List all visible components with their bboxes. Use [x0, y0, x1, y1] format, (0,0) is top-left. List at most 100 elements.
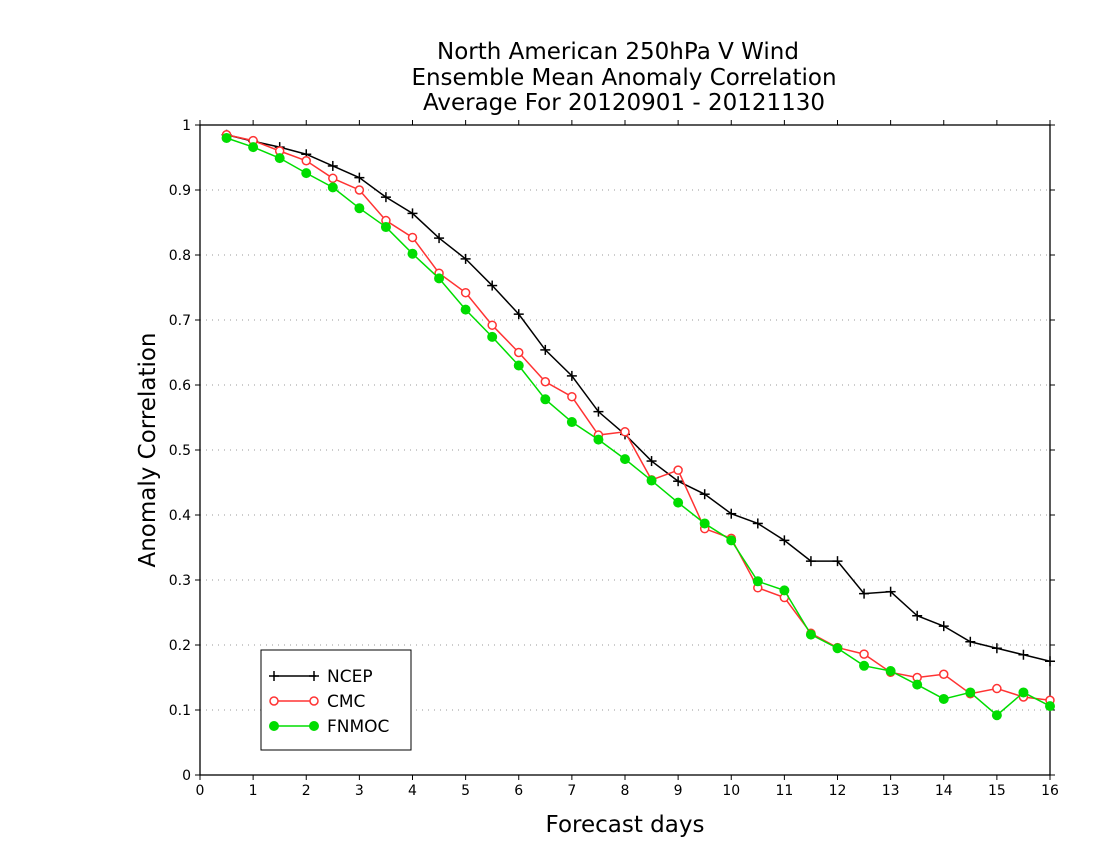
data-point-ncep-27: [938, 621, 949, 632]
data-point-fnmoc-9: [460, 304, 471, 315]
legend-item-cmc: CMC: [269, 692, 365, 712]
data-point-fnmoc-4: [327, 182, 338, 193]
x-axis-label: Forecast days: [546, 812, 705, 838]
x-tick-label-3: 3: [355, 783, 364, 799]
data-point-ncep-12: [540, 344, 551, 355]
data-point-fnmoc-8: [434, 273, 445, 284]
data-point-ncep-13: [566, 370, 577, 381]
data-point-fnmoc-31: [1045, 701, 1055, 712]
title-line-2: Ensemble Mean Anomaly Correlation: [411, 65, 836, 91]
legend-label-ncep: NCEP: [327, 667, 373, 687]
y-tick-label-1: 0.1: [169, 703, 191, 719]
data-point-fnmoc-16: [646, 475, 657, 486]
y-tick-label-4: 0.4: [169, 508, 191, 524]
data-point-fnmoc-7: [407, 248, 418, 259]
data-point-cmc-4: [328, 173, 338, 184]
x-tick-label-8: 8: [621, 783, 630, 799]
title-line-1: North American 250hPa V Wind: [437, 39, 799, 65]
legend-marker-left-cmc: [269, 696, 279, 706]
data-point-fnmoc-11: [513, 360, 524, 371]
data-point-fnmoc-1: [248, 142, 259, 153]
data-point-ncep-7: [407, 208, 418, 219]
legend-marker-right-fnmoc: [309, 721, 319, 731]
data-point-ncep-26: [912, 610, 923, 621]
data-point-cmc-5: [354, 185, 365, 195]
title-line-3: Average For 20120901 - 20121130: [423, 90, 825, 116]
x-tick-label-11: 11: [775, 783, 793, 799]
x-tick-label-1: 1: [249, 783, 258, 799]
data-point-ncep-31: [1045, 656, 1055, 667]
x-tick-label-6: 6: [514, 783, 523, 799]
legend: NCEP CMC FNMOC: [260, 649, 412, 751]
data-point-fnmoc-2: [274, 153, 285, 164]
y-tick-label-6: 0.6: [169, 378, 191, 394]
data-point-fnmoc-23: [832, 643, 843, 654]
x-tick-label-4: 4: [408, 783, 417, 799]
data-point-cmc-17: [673, 465, 683, 475]
data-point-ncep-30: [1018, 649, 1029, 660]
y-tick-label-10: 1: [182, 118, 191, 134]
data-point-fnmoc-30: [1018, 687, 1029, 698]
x-tick-label-7: 7: [567, 783, 576, 799]
data-point-cmc-27: [939, 669, 949, 679]
data-point-fnmoc-13: [566, 417, 577, 428]
series-line-ncep: [226, 134, 1051, 662]
x-tick-label-14: 14: [935, 783, 953, 799]
data-point-ncep-29: [991, 643, 1002, 654]
data-point-fnmoc-3: [301, 168, 312, 179]
data-point-ncep-19: [726, 508, 737, 519]
data-point-ncep-22: [805, 556, 816, 567]
data-point-ncep-17: [673, 476, 684, 487]
y-tick-label-9: 0.9: [169, 183, 191, 199]
data-point-cmc-24: [859, 649, 869, 659]
legend-marker-left-ncep: [269, 671, 279, 681]
data-point-cmc-12: [540, 377, 551, 387]
y-tick-label-2: 0.2: [169, 638, 191, 654]
data-point-cmc-11: [514, 347, 524, 358]
series-cmc: [221, 130, 1055, 705]
x-tick-label-13: 13: [882, 783, 900, 799]
x-tick-label-5: 5: [461, 783, 470, 799]
series-fnmoc: [221, 133, 1055, 721]
data-point-cmc-13: [567, 391, 577, 402]
data-point-cmc-10: [487, 320, 497, 330]
data-point-ncep-21: [779, 535, 790, 546]
data-point-ncep-24: [859, 588, 870, 599]
x-tick-label-0: 0: [196, 783, 205, 799]
data-point-fnmoc-10: [487, 331, 498, 342]
data-point-fnmoc-14: [593, 434, 604, 445]
data-point-cmc-29: [992, 683, 1002, 694]
data-point-ncep-8: [434, 233, 445, 244]
data-point-fnmoc-26: [912, 679, 923, 690]
data-point-cmc-3: [301, 156, 311, 166]
y-axis-label: Anomaly Correlation: [135, 332, 161, 567]
data-point-ncep-20: [752, 518, 763, 529]
data-point-ncep-25: [885, 586, 896, 597]
legend-item-ncep: NCEP: [269, 667, 373, 687]
x-tick-label-10: 10: [722, 783, 740, 799]
data-point-cmc-7: [407, 232, 418, 243]
x-tick-label-15: 15: [988, 783, 1006, 799]
y-tick-label-5: 0.5: [169, 443, 191, 459]
series-ncep: [221, 129, 1055, 667]
data-point-ncep-10: [487, 280, 498, 291]
y-tick-label-7: 0.7: [169, 313, 191, 329]
data-point-ncep-9: [460, 253, 471, 264]
grid: [200, 189, 1050, 711]
data-point-fnmoc-0: [221, 133, 232, 143]
legend-marker-right-cmc: [309, 696, 319, 706]
chart-title: North American 250hPa V Wind Ensemble Me…: [411, 39, 836, 116]
data-point-fnmoc-22: [805, 629, 816, 640]
data-point-cmc-15: [620, 427, 630, 437]
series-line-fnmoc: [226, 137, 1051, 717]
data-point-fnmoc-29: [991, 710, 1002, 721]
data-point-fnmoc-28: [965, 687, 976, 698]
data-point-fnmoc-5: [354, 203, 365, 214]
x-tick-label-9: 9: [674, 783, 683, 799]
data-point-ncep-28: [965, 636, 976, 647]
data-point-ncep-18: [699, 489, 710, 500]
data-point-fnmoc-27: [938, 693, 949, 704]
x-tick-label-2: 2: [302, 783, 311, 799]
data-point-fnmoc-25: [885, 666, 896, 676]
